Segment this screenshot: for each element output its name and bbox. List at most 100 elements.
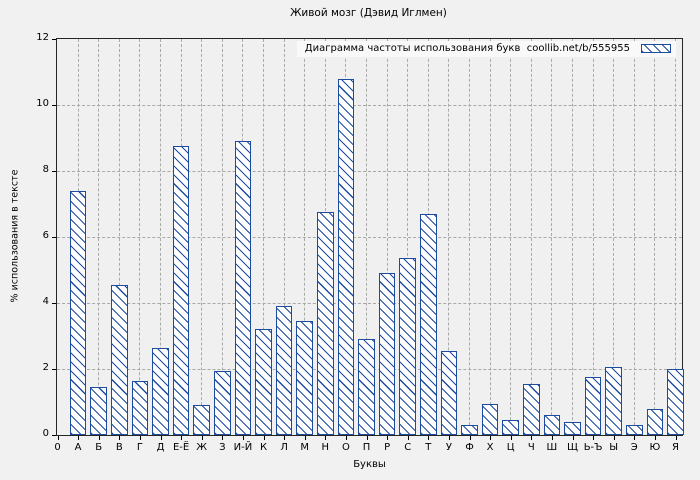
x-tick (469, 436, 471, 440)
v-gridline (98, 39, 100, 435)
y-tick-label: 10 (36, 98, 49, 109)
x-tick (160, 436, 162, 440)
bar (378, 273, 396, 435)
x-tick (654, 436, 656, 440)
y-tick (52, 302, 56, 304)
y-tick (52, 104, 56, 106)
x-tick (366, 436, 368, 440)
x-tick-label: Ф (465, 442, 474, 453)
x-tick-label: О (341, 442, 350, 453)
x-tick-label: Р (384, 442, 391, 453)
x-tick-label: И-Й (233, 442, 253, 453)
h-gridline (57, 170, 682, 172)
x-tick (613, 436, 615, 440)
y-tick-label: 4 (42, 296, 49, 307)
x-tick-label: Ь-Ъ (583, 442, 603, 453)
x-tick (98, 436, 100, 440)
v-gridline (386, 39, 388, 435)
bar (543, 415, 561, 435)
v-gridline (572, 39, 573, 435)
x-tick-label: Щ (567, 442, 578, 453)
x-tick (263, 436, 265, 440)
y-tick (52, 170, 56, 172)
x-tick (572, 436, 574, 440)
x-tick-label: П (362, 442, 371, 453)
bar (358, 339, 375, 435)
bar (461, 425, 478, 435)
bar (667, 369, 684, 435)
y-tick (52, 368, 56, 370)
h-gridline (57, 302, 682, 304)
x-tick-label: Ц (506, 442, 515, 453)
x-tick (139, 436, 141, 440)
x-tick (304, 436, 306, 440)
v-gridline (530, 39, 532, 435)
x-tick-label: Ы (609, 442, 619, 453)
v-gridline (489, 39, 491, 435)
bar (584, 377, 602, 435)
x-tick (634, 436, 636, 440)
h-gridline (57, 236, 682, 238)
bar (564, 421, 581, 435)
x-tick-label: Ж (196, 442, 208, 453)
bar (255, 329, 272, 435)
h-gridline (57, 104, 682, 106)
x-tick (181, 436, 183, 440)
x-tick (407, 436, 409, 440)
x-tick-label: Ч (527, 442, 535, 453)
y-tick-label: 0 (42, 428, 49, 439)
x-tick (510, 436, 512, 440)
x-tick (119, 436, 121, 440)
bar (440, 350, 458, 435)
x-tick-label: 0 (54, 442, 61, 453)
bar (626, 425, 643, 435)
x-tick (57, 436, 59, 440)
bar (214, 370, 231, 435)
bar (131, 380, 149, 435)
y-tick-label: 12 (36, 32, 49, 43)
bar (523, 383, 540, 435)
v-gridline (221, 39, 223, 435)
bar (172, 146, 190, 435)
x-tick-label: Г (136, 442, 143, 453)
bar (234, 141, 252, 435)
x-tick-label: Э (630, 442, 638, 453)
v-gridline (469, 39, 470, 435)
bar (337, 78, 355, 435)
x-tick (242, 436, 244, 440)
bar (420, 213, 437, 435)
x-tick-label: Х (486, 442, 494, 453)
legend-label: Диаграмма частоты использования букв coo… (304, 43, 630, 54)
bar (646, 408, 664, 435)
v-gridline (160, 39, 161, 435)
x-tick-label: Б (95, 442, 103, 453)
bar (90, 387, 107, 435)
x-tick (78, 436, 80, 440)
bar (481, 403, 499, 435)
x-tick-label: М (300, 442, 310, 453)
chart-title: Живой мозг (Дэвид Иглмен) (290, 7, 447, 19)
y-tick (52, 38, 56, 40)
x-tick-label: В (115, 442, 123, 453)
v-gridline (407, 39, 409, 435)
v-gridline (118, 39, 120, 435)
x-tick-label: Я (672, 442, 679, 453)
x-tick-label: А (74, 442, 82, 453)
legend: Диаграмма частоты использования букв coo… (296, 41, 676, 57)
bar (275, 306, 293, 435)
v-gridline (675, 39, 676, 435)
plot-area: Буквы 0 А Б В Г Д Е-Ё Ж З И-Й К Л М Н О П Р С Т У Ф Х Ц Ч Ш Щ Ь-Ъ Ы… (36, 32, 684, 470)
x-tick-label: У (445, 442, 452, 453)
x-tick-label: Т (425, 442, 432, 453)
x-tick (490, 436, 492, 440)
x-tick-label: З (219, 442, 226, 453)
bar (193, 405, 210, 435)
x-tick-label: Н (321, 442, 330, 453)
v-gridline (510, 39, 512, 435)
x-tick-label: Д (156, 442, 165, 453)
v-gridline (613, 39, 615, 435)
v-gridline (283, 39, 285, 435)
y-tick (52, 236, 56, 238)
x-tick (284, 436, 286, 440)
